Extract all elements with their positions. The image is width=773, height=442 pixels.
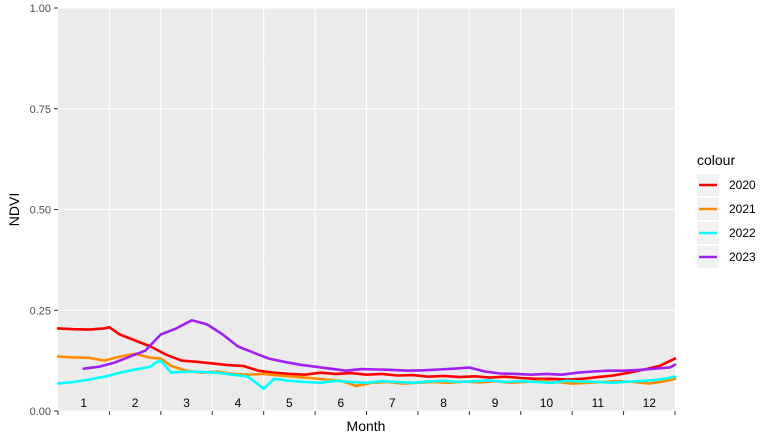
y-tick-label: 1.00	[30, 3, 51, 15]
y-tick-label: 0.75	[30, 104, 51, 116]
legend-label-2021: 2021	[729, 202, 756, 216]
x-axis-title: Month	[347, 418, 386, 434]
month-label: 7	[389, 396, 396, 410]
month-label: 6	[337, 396, 344, 410]
month-label: 12	[643, 396, 657, 410]
legend-label-2022: 2022	[729, 226, 756, 240]
legend: colour 2020 2021 2022 2023	[697, 152, 756, 268]
month-label: 10	[540, 396, 554, 410]
series-line-2021	[56, 352, 677, 388]
y-tick-label: 0.00	[30, 406, 51, 418]
series-line-2022	[56, 359, 677, 391]
y-tick-label: 0.50	[30, 205, 51, 217]
y-tick-label: 0.25	[30, 305, 51, 317]
month-label: 11	[592, 396, 605, 410]
legend-label-2020: 2020	[729, 178, 756, 192]
series-lines: 1 2 3 4 5 6 7 8 9 10 11 12	[56, 318, 677, 410]
month-label: 2	[132, 396, 139, 410]
month-label: 5	[286, 396, 293, 410]
month-label: 8	[440, 396, 447, 410]
month-label: 4	[235, 396, 242, 410]
y-axis-title: NDVI	[6, 193, 22, 226]
legend-title: colour	[697, 152, 735, 168]
grid-lines	[58, 7, 675, 412]
series-line-2020	[56, 325, 677, 381]
month-label: 1	[80, 396, 87, 410]
month-label: 9	[492, 396, 499, 410]
axes: 0.00 0.25 0.50 0.75 1.00	[30, 3, 676, 418]
month-label: 3	[183, 396, 190, 410]
legend-label-2023: 2023	[729, 250, 756, 264]
series-line-2023	[82, 318, 677, 377]
